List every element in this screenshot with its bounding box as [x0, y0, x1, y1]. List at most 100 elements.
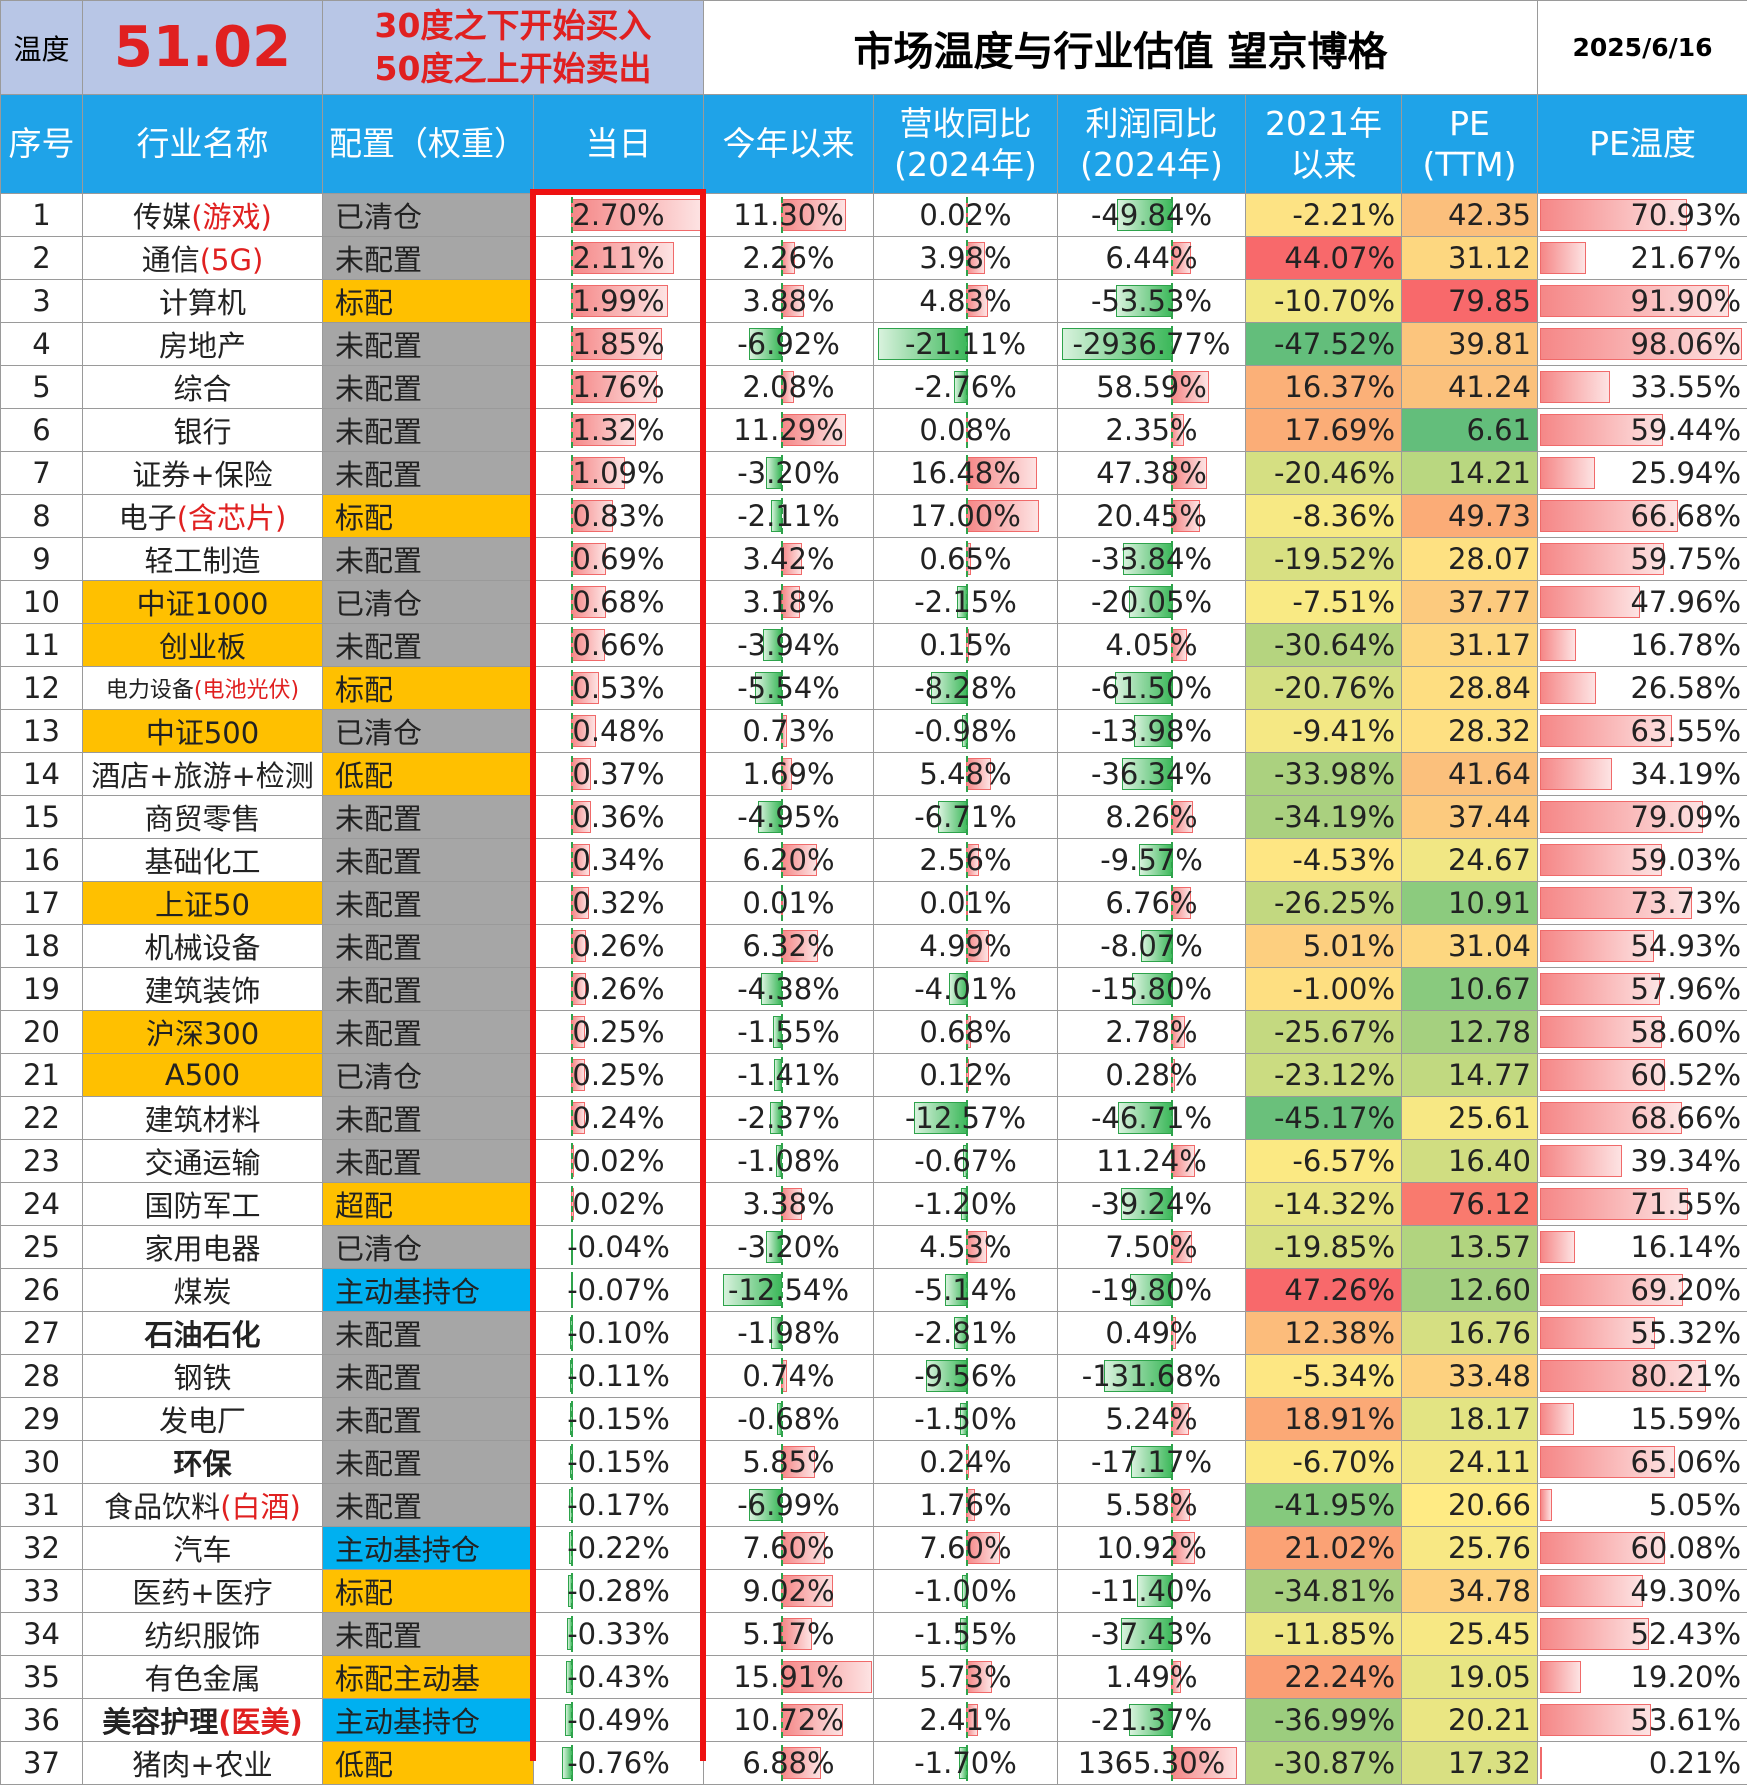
pe-temperature-value: 26.58% — [1538, 671, 1747, 705]
allocation-cell: 未配置 — [323, 1398, 534, 1441]
since-2021-value: -19.52% — [1246, 542, 1401, 576]
row-number: 27 — [1, 1312, 83, 1355]
profit-yoy-cell: 0.28% — [1058, 1054, 1246, 1097]
industry-name-text: 计算机 — [159, 286, 246, 320]
allocation-cell: 未配置 — [323, 237, 534, 280]
revenue-yoy-cell-value: 0.65% — [874, 542, 1057, 576]
ytd-change-cell: -1.41% — [704, 1054, 874, 1097]
day-change-cell: -0.43% — [534, 1656, 704, 1699]
revenue-yoy-cell-value: 4.99% — [874, 929, 1057, 963]
row-number: 31 — [1, 1484, 83, 1527]
day-change-cell: 0.68% — [534, 581, 704, 624]
pe-temperature-cell: 98.06% — [1538, 323, 1747, 366]
ytd-change-cell: 11.30% — [704, 194, 874, 237]
since-2021-value: 18.91% — [1246, 1402, 1401, 1436]
ytd-change-cell: 2.08% — [704, 366, 874, 409]
industry-name: 中证500 — [83, 710, 323, 753]
pe-temperature-cell: 49.30% — [1538, 1570, 1747, 1613]
industry-name-text: 钢铁 — [173, 1361, 231, 1395]
ytd-change-cell: -1.98% — [704, 1312, 874, 1355]
allocation-cell: 主动基持仓 — [323, 1269, 534, 1312]
revenue-yoy-cell: -2.15% — [874, 581, 1058, 624]
allocation-cell: 未配置 — [323, 538, 534, 581]
profit-yoy-cell: -11.40% — [1058, 1570, 1246, 1613]
row-number: 7 — [1, 452, 83, 495]
revenue-yoy-cell: 4.99% — [874, 925, 1058, 968]
pe-ttm-value: 20.66 — [1402, 1488, 1537, 1522]
allocation-cell: 未配置 — [323, 1312, 534, 1355]
day-change-cell: -0.76% — [534, 1742, 704, 1785]
day-change-cell-value: -0.43% — [534, 1660, 703, 1694]
pe-temperature-value: 34.19% — [1538, 757, 1747, 791]
since-2021-value: -9.41% — [1246, 714, 1401, 748]
pe-temperature-value: 47.96% — [1538, 585, 1747, 619]
header-since2021-label2: 以来 — [1246, 144, 1401, 185]
row-number: 19 — [1, 968, 83, 1011]
ytd-change-cell: 3.38% — [704, 1183, 874, 1226]
day-change-cell-value: 0.69% — [534, 542, 703, 576]
row-number: 37 — [1, 1742, 83, 1785]
pe-ttm-cell: 37.77 — [1402, 581, 1538, 624]
profit-yoy-cell: -131.68% — [1058, 1355, 1246, 1398]
pe-ttm-value: 28.84 — [1402, 671, 1537, 705]
pe-temperature-cell: 16.78% — [1538, 624, 1747, 667]
pe-temperature-cell: 54.93% — [1538, 925, 1747, 968]
pe-ttm-value: 16.76 — [1402, 1316, 1537, 1350]
revenue-yoy-cell-value: -2.15% — [874, 585, 1057, 619]
ytd-change-cell: 10.72% — [704, 1699, 874, 1742]
pe-ttm-value: 20.21 — [1402, 1703, 1537, 1737]
pe-temperature-cell: 60.52% — [1538, 1054, 1747, 1097]
day-change-cell: -0.17% — [534, 1484, 704, 1527]
industry-name: 轻工制造 — [83, 538, 323, 581]
day-change-cell-value: 0.25% — [534, 1015, 703, 1049]
pe-ttm-cell: 13.57 — [1402, 1226, 1538, 1269]
industry-name: 环保 — [83, 1441, 323, 1484]
pe-ttm-cell: 14.21 — [1402, 452, 1538, 495]
ytd-change-cell: 0.73% — [704, 710, 874, 753]
row-number: 23 — [1, 1140, 83, 1183]
ytd-change-cell: -12.54% — [704, 1269, 874, 1312]
day-change-cell-value: 1.85% — [534, 327, 703, 361]
temperature-value: 51.02 — [83, 1, 323, 95]
allocation-cell: 未配置 — [323, 366, 534, 409]
day-change-cell-value: 0.48% — [534, 714, 703, 748]
pe-temperature-value: 80.21% — [1538, 1359, 1747, 1393]
pe-ttm-cell: 24.67 — [1402, 839, 1538, 882]
pe-temperature-cell: 68.66% — [1538, 1097, 1747, 1140]
allocation-cell: 未配置 — [323, 323, 534, 366]
pe-temperature-value: 68.66% — [1538, 1101, 1747, 1135]
ytd-change-cell-value: -12.54% — [704, 1273, 873, 1307]
pe-temperature-cell: 33.55% — [1538, 366, 1747, 409]
revenue-yoy-cell: 5.73% — [874, 1656, 1058, 1699]
industry-name-text: 纺织服饰 — [144, 1619, 260, 1653]
since-2021-cell: -6.70% — [1246, 1441, 1402, 1484]
since-2021-cell: 21.02% — [1246, 1527, 1402, 1570]
pe-temperature-cell: 53.61% — [1538, 1699, 1747, 1742]
pe-ttm-cell: 28.84 — [1402, 667, 1538, 710]
since-2021-value: 17.69% — [1246, 413, 1401, 447]
day-change-cell-value: 0.24% — [534, 1101, 703, 1135]
profit-yoy-cell-value: -2936.77% — [1058, 327, 1245, 361]
revenue-yoy-cell-value: 0.68% — [874, 1015, 1057, 1049]
ytd-change-cell-value: 3.42% — [704, 542, 873, 576]
since-2021-value: -1.00% — [1246, 972, 1401, 1006]
allocation-cell: 未配置 — [323, 882, 534, 925]
pe-temperature-value: 66.68% — [1538, 499, 1747, 533]
ytd-change-cell: -6.99% — [704, 1484, 874, 1527]
profit-yoy-cell-value: -131.68% — [1058, 1359, 1245, 1393]
profit-yoy-cell-value: -39.24% — [1058, 1187, 1245, 1221]
day-change-cell: -0.15% — [534, 1441, 704, 1484]
since-2021-cell: -36.99% — [1246, 1699, 1402, 1742]
industry-name: 基础化工 — [83, 839, 323, 882]
pe-temperature-cell: 69.20% — [1538, 1269, 1747, 1312]
pe-ttm-value: 28.07 — [1402, 542, 1537, 576]
industry-name-text: 传媒 — [133, 200, 191, 234]
pe-temperature-cell: 59.44% — [1538, 409, 1747, 452]
industry-name-text: 有色金属 — [144, 1662, 260, 1696]
